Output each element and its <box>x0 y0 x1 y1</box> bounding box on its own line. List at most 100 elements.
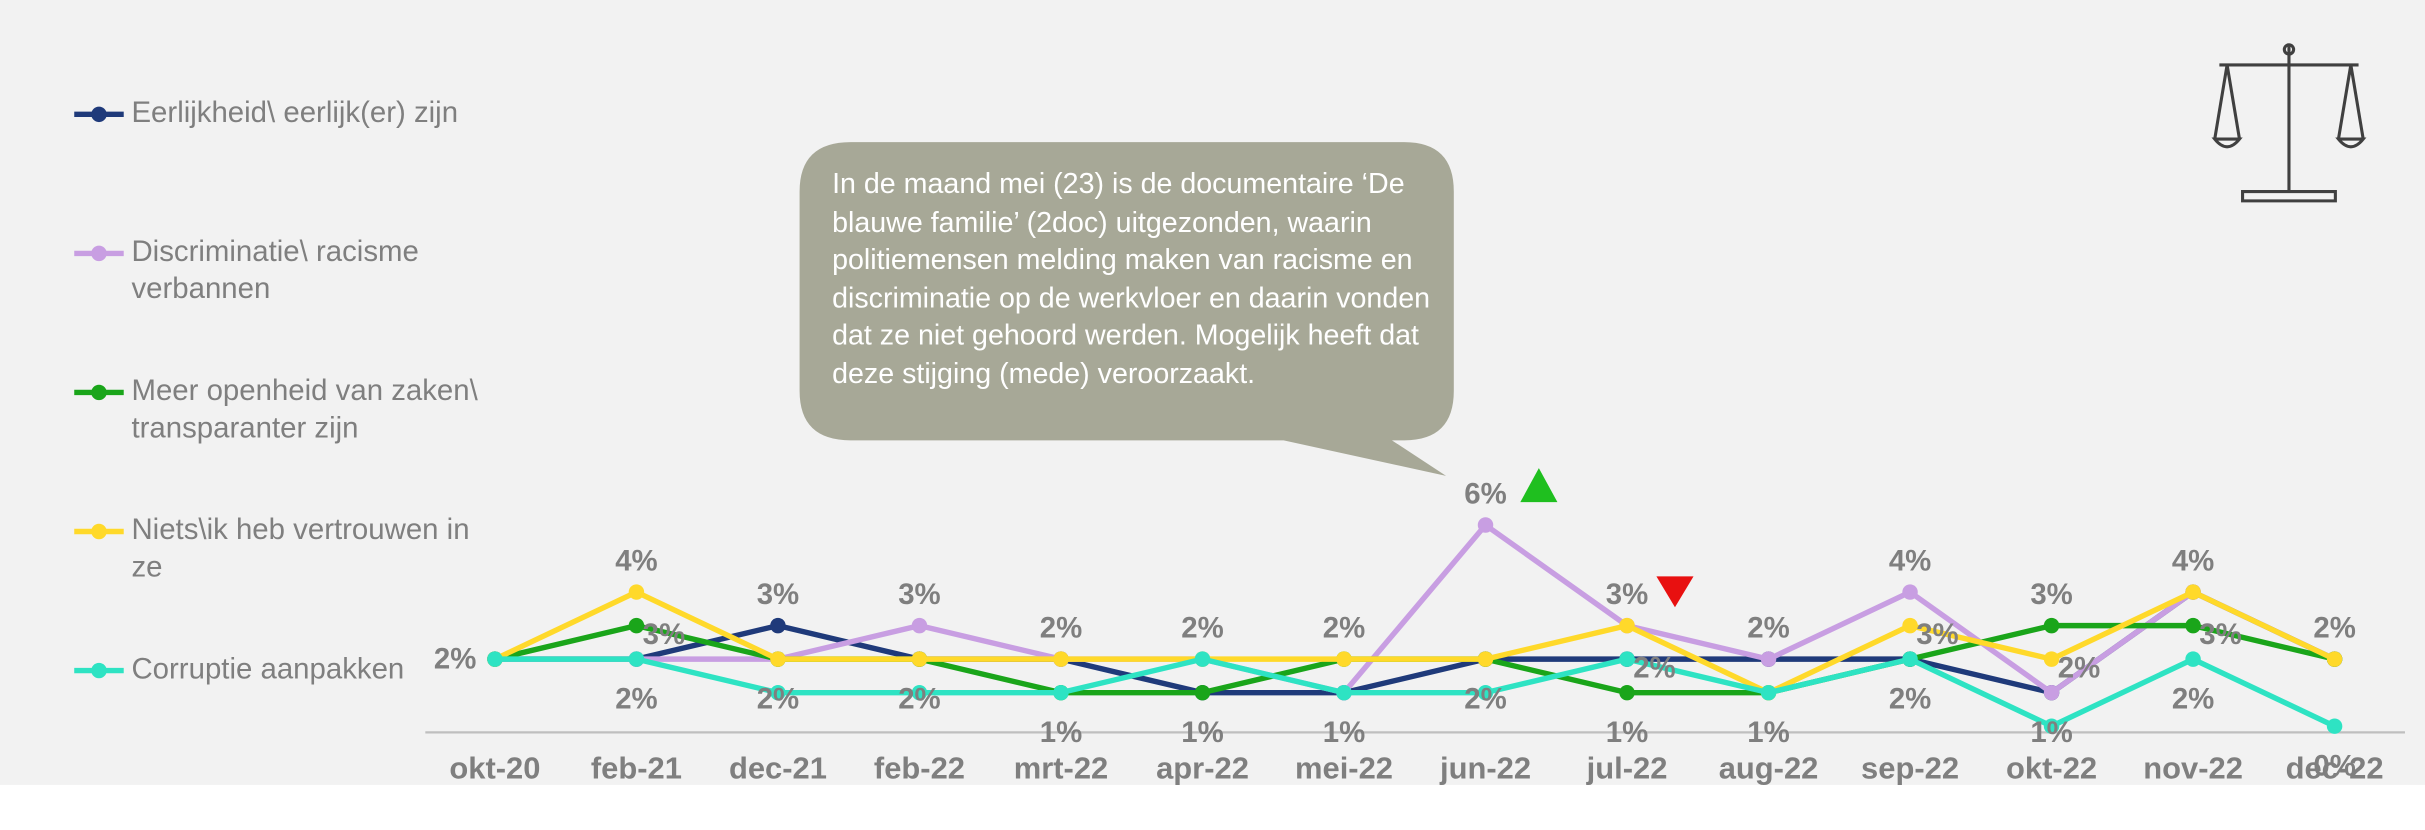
data-label: 4% <box>615 544 657 577</box>
data-label: 2% <box>757 683 799 716</box>
x-tick-label: okt-20 <box>449 751 540 786</box>
data-point <box>628 651 645 667</box>
legend-label: Corruptie aanpakken <box>131 653 405 687</box>
data-label: 1% <box>1747 716 1789 749</box>
data-label: 1% <box>2030 716 2072 749</box>
data-label: 2% <box>2058 652 2100 685</box>
legend-dot <box>91 523 107 540</box>
legend-label: Eerlijkheid\ eerlijk(er) zijn <box>131 97 459 130</box>
legend-entry <box>71 521 127 543</box>
x-tick-label: feb-22 <box>874 751 965 786</box>
data-label: 1% <box>1323 716 1365 749</box>
legend-entry <box>71 104 127 126</box>
data-point <box>2043 718 2060 734</box>
legend-marker <box>74 662 124 679</box>
legend-dot <box>91 245 107 262</box>
data-point <box>1336 651 1352 667</box>
data-label: 1% <box>1606 716 1648 749</box>
data-point <box>770 684 786 701</box>
data-point <box>1336 684 1352 701</box>
data-point <box>1619 651 1635 667</box>
up-arrow <box>1520 468 1558 503</box>
data-point <box>770 651 786 667</box>
data-point <box>1053 651 1069 667</box>
data-point <box>2043 617 2060 634</box>
legend-dot <box>91 106 107 123</box>
data-point <box>2185 617 2201 634</box>
data-label: 2% <box>1323 612 1365 645</box>
legend-marker <box>74 384 124 401</box>
data-label: 4% <box>1889 544 1931 577</box>
data-point <box>1902 584 1918 600</box>
legend-marker <box>74 245 124 262</box>
series-line <box>493 589 2336 696</box>
data-label: 2% <box>615 683 657 716</box>
callout-box <box>799 142 1454 476</box>
series-line <box>494 522 2336 696</box>
legend-entry <box>71 382 127 404</box>
data-point <box>1477 651 1494 667</box>
data-label: 2% <box>1633 652 1675 685</box>
data-label: 3% <box>2199 618 2241 651</box>
data-label: 2% <box>1464 683 1506 716</box>
data-point <box>1902 617 1918 634</box>
data-point <box>487 651 503 667</box>
data-label: 3% <box>757 578 799 611</box>
data-label: 3% <box>643 618 685 651</box>
x-tick-label: nov-22 <box>2143 751 2243 786</box>
series-line <box>494 656 2336 729</box>
data-label: 4% <box>2172 544 2214 577</box>
data-point <box>1760 684 1777 701</box>
data-point <box>2326 718 2343 734</box>
data-label: 2% <box>434 642 476 675</box>
x-tick-label: aug-22 <box>1719 751 1819 786</box>
data-point <box>1053 684 1069 701</box>
data-label: 0% <box>2313 750 2355 783</box>
data-point <box>2185 584 2201 600</box>
data-label: 3% <box>898 578 940 611</box>
x-tick-label: apr-22 <box>1156 751 1249 786</box>
data-point <box>1194 651 1211 667</box>
scale-icon <box>2211 43 2367 203</box>
legend-entry <box>71 243 127 265</box>
x-tick-label: mrt-22 <box>1014 751 1109 786</box>
x-tick-label: jul-22 <box>1586 751 1668 786</box>
data-point <box>2326 651 2343 667</box>
annotation: In de maand mei (23) is de documentaire … <box>832 166 1431 389</box>
legend-marker <box>74 106 124 123</box>
legend-label: Niets\ik heb vertrouwen in ze <box>131 514 470 585</box>
data-point <box>770 617 786 634</box>
data-label: 3% <box>1916 618 1958 651</box>
x-tick-label: dec-22 <box>2286 751 2384 786</box>
data-label: 3% <box>1606 578 1648 611</box>
data-point <box>1619 684 1635 701</box>
data-point <box>911 684 928 701</box>
x-tick-label: jun-22 <box>1439 751 1531 786</box>
data-label: 2% <box>1181 612 1223 645</box>
data-label: 1% <box>1040 716 1082 749</box>
down-arrow <box>1656 576 1694 608</box>
data-point <box>1902 651 1918 667</box>
x-tick-label: sep-22 <box>1861 751 1959 786</box>
legend-entry <box>71 660 127 682</box>
data-point <box>2043 651 2060 667</box>
data-label: 2% <box>1747 612 1789 645</box>
data-label: 2% <box>1889 683 1931 716</box>
data-label: 6% <box>1464 477 1506 510</box>
x-tick-label: mei-22 <box>1295 751 1393 786</box>
data-label: 2% <box>1040 612 1082 645</box>
data-point <box>1477 684 1494 701</box>
data-label: 2% <box>2313 612 2355 645</box>
legend-dot <box>91 662 107 679</box>
data-point <box>628 617 645 634</box>
data-point <box>1760 651 1777 667</box>
data-point <box>911 617 928 634</box>
legend-label: Meer openheid van zaken\ transparanter z… <box>131 375 478 445</box>
data-point <box>1477 517 1494 533</box>
data-label: 3% <box>2030 578 2072 611</box>
x-tick-label: dec-21 <box>729 751 827 786</box>
legend-marker <box>74 523 124 540</box>
data-label: 2% <box>898 683 940 716</box>
